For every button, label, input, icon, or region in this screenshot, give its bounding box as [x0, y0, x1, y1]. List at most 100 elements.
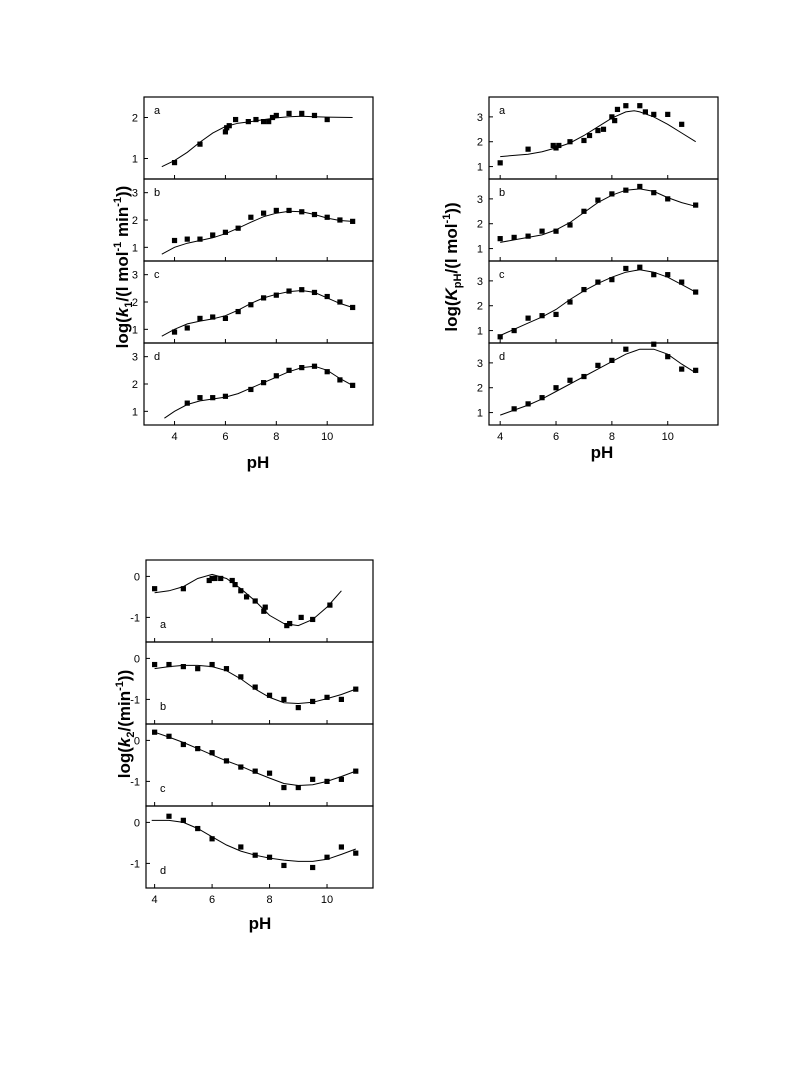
data-point: [324, 293, 330, 300]
data-point: [223, 758, 230, 764]
y-tick-label: 3: [477, 194, 483, 206]
data-point: [273, 373, 279, 379]
data-point: [600, 126, 607, 132]
panel-letter: a: [499, 105, 506, 117]
data-point: [166, 733, 172, 739]
panel-letter: d: [160, 865, 166, 877]
data-point: [539, 395, 545, 401]
data-point: [232, 582, 238, 588]
data-point: [180, 741, 186, 748]
x-axis-label: pH: [247, 453, 270, 472]
data-point: [550, 142, 556, 149]
y-tick-label: 1: [132, 242, 138, 254]
data-point: [350, 304, 356, 311]
data-point: [235, 308, 241, 315]
y-axis-label-part: /(min: [115, 691, 134, 732]
data-point: [171, 237, 178, 244]
fit-curve: [161, 289, 353, 337]
panel-d: 1 2 3 d: [477, 341, 719, 426]
data-point: [171, 160, 178, 166]
data-point: [693, 367, 699, 373]
data-point: [665, 272, 671, 278]
y-tick-label: 0: [134, 653, 140, 665]
x-tick-label: 6: [222, 431, 228, 443]
data-point: [233, 116, 239, 123]
x-tick-label: 10: [321, 431, 333, 443]
data-point: [567, 139, 573, 145]
data-point: [273, 292, 279, 298]
panel-letter: c: [160, 783, 166, 795]
data-point: [299, 110, 305, 116]
data-point: [184, 400, 190, 406]
data-point: [287, 620, 293, 627]
panel-d: 0 -1 d: [130, 805, 374, 889]
x-tick-label: 4: [152, 894, 158, 906]
data-point: [180, 664, 186, 670]
data-point: [609, 191, 615, 197]
data-point: [511, 406, 517, 412]
data-point: [337, 217, 343, 223]
data-point: [252, 852, 258, 858]
data-point: [525, 146, 531, 152]
y-axis-label-part: -1: [441, 214, 453, 224]
data-point: [310, 776, 316, 782]
panel-letter: d: [499, 351, 505, 363]
data-point: [595, 279, 601, 285]
fit-curve: [161, 115, 353, 168]
data-point: [511, 327, 517, 334]
y-tick-label: -1: [130, 776, 140, 788]
y-tick-label: 3: [477, 112, 483, 124]
data-point: [222, 229, 229, 235]
data-point: [197, 236, 203, 242]
data-point: [324, 214, 330, 220]
y-tick-label: 1: [132, 324, 138, 336]
panel-b: 1 2 3 b: [132, 178, 374, 262]
data-point: [286, 367, 292, 373]
data-point: [327, 602, 333, 608]
data-point: [266, 119, 272, 125]
data-point: [556, 142, 562, 149]
data-point: [324, 854, 330, 860]
y-tick-label: 3: [132, 188, 138, 200]
data-point: [665, 196, 671, 202]
fit-curve: [164, 365, 353, 419]
data-point: [595, 362, 601, 368]
data-point: [651, 272, 657, 278]
data-point: [299, 365, 305, 371]
data-point: [210, 232, 216, 238]
data-point: [311, 289, 318, 296]
data-point: [248, 386, 254, 393]
data-point: [525, 233, 531, 239]
data-point: [338, 776, 344, 782]
data-point: [261, 608, 267, 614]
data-point: [338, 844, 344, 850]
data-point: [218, 575, 224, 582]
data-point: [243, 594, 250, 600]
y-axis-label-part: /(l mol: [442, 223, 461, 273]
data-point: [665, 111, 671, 117]
y-tick-label: 3: [132, 270, 138, 282]
panel-d: 1 2 3 d: [132, 342, 374, 426]
y-axis-label-part: -1: [112, 197, 124, 207]
data-point: [273, 112, 279, 119]
data-point: [286, 207, 292, 214]
x-axis-label: pH: [249, 914, 272, 933]
data-point: [197, 395, 203, 401]
data-point: [209, 836, 215, 842]
data-point: [623, 265, 629, 272]
data-point: [567, 222, 573, 228]
data-point: [337, 377, 343, 383]
y-axis-label-part: -1: [112, 242, 124, 252]
data-point: [223, 666, 230, 672]
panel-c: 1 2 3 c: [132, 260, 374, 344]
data-point: [651, 190, 657, 196]
x-axis-label: pH: [591, 443, 614, 462]
data-point: [553, 385, 559, 391]
data-point: [311, 363, 318, 369]
y-tick-label: -1: [130, 612, 140, 624]
panel-frame: [488, 342, 719, 426]
panel-letter: b: [154, 187, 160, 199]
y-tick-label: -1: [130, 858, 140, 870]
y-tick-label: 3: [477, 276, 483, 288]
y-tick-label: 2: [132, 297, 138, 309]
